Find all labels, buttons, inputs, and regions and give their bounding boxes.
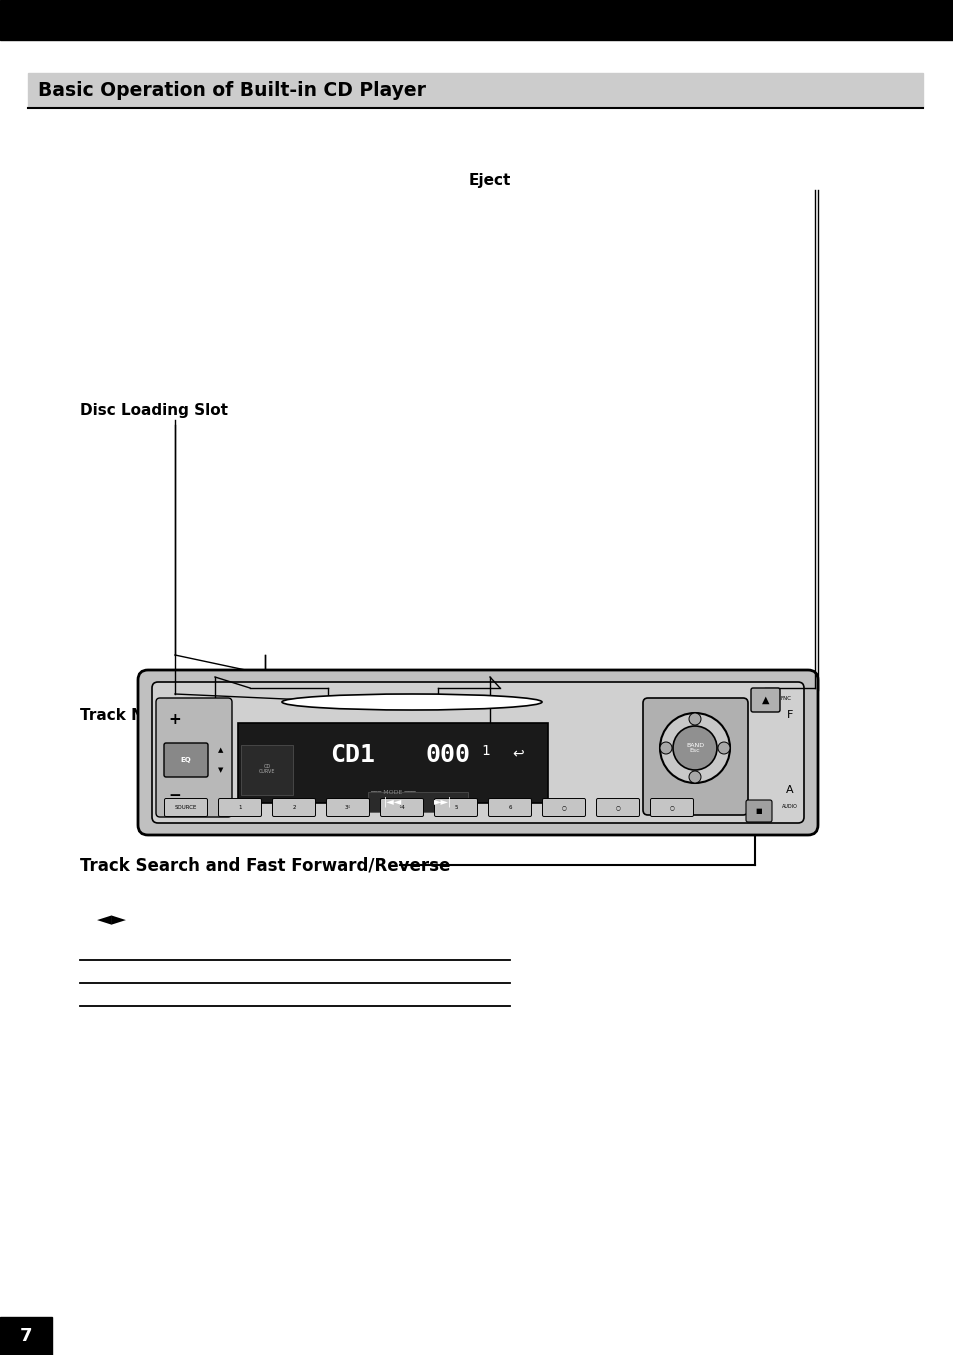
Ellipse shape — [282, 694, 541, 710]
FancyBboxPatch shape — [156, 698, 232, 817]
FancyBboxPatch shape — [596, 798, 639, 817]
Text: ▲: ▲ — [218, 747, 223, 753]
Text: Track Number Indicator: Track Number Indicator — [80, 707, 281, 722]
Text: AUDIO: AUDIO — [781, 805, 797, 809]
FancyBboxPatch shape — [152, 682, 803, 822]
Bar — [0, 1317, 52, 1355]
FancyBboxPatch shape — [380, 798, 423, 817]
Text: CD1: CD1 — [330, 743, 375, 767]
Text: ►►|: ►►| — [434, 797, 452, 808]
Circle shape — [688, 771, 700, 783]
Text: CD
CURVE: CD CURVE — [258, 764, 275, 775]
Bar — [28, 73, 923, 107]
Text: ○: ○ — [561, 805, 566, 810]
Text: BAND
Esc: BAND Esc — [685, 743, 703, 753]
Bar — [368, 793, 468, 812]
Circle shape — [659, 743, 671, 753]
Text: Track Search and Fast Forward/Reverse: Track Search and Fast Forward/Reverse — [80, 856, 450, 874]
Text: ◦4: ◦4 — [398, 805, 405, 810]
FancyBboxPatch shape — [138, 669, 817, 835]
FancyBboxPatch shape — [488, 798, 531, 817]
Text: ■: ■ — [755, 808, 761, 814]
Bar — [241, 745, 293, 795]
FancyBboxPatch shape — [326, 798, 369, 817]
Bar — [0, 0, 953, 41]
Circle shape — [688, 713, 700, 725]
Text: |◄◄: |◄◄ — [383, 797, 402, 808]
Text: 2: 2 — [292, 805, 295, 810]
Text: ◄►: ◄► — [97, 911, 127, 930]
Text: ○: ○ — [615, 805, 619, 810]
Text: 1: 1 — [238, 805, 241, 810]
Text: A: A — [785, 785, 793, 795]
Text: 7: 7 — [20, 1327, 32, 1346]
Text: 3◦: 3◦ — [344, 805, 351, 810]
FancyBboxPatch shape — [542, 798, 585, 817]
Text: Play Time Indicator: Play Time Indicator — [385, 707, 550, 722]
Circle shape — [672, 726, 717, 770]
FancyBboxPatch shape — [642, 698, 747, 814]
Text: ▼: ▼ — [218, 767, 223, 772]
Text: EQ: EQ — [180, 757, 192, 763]
Text: 6: 6 — [508, 805, 511, 810]
Text: 5: 5 — [454, 805, 457, 810]
Text: Eject: Eject — [468, 172, 511, 187]
Circle shape — [659, 713, 729, 783]
Text: ○: ○ — [669, 805, 674, 810]
FancyBboxPatch shape — [434, 798, 477, 817]
Text: +: + — [168, 713, 180, 728]
Text: Disc Loading Slot: Disc Loading Slot — [80, 402, 228, 417]
FancyBboxPatch shape — [750, 688, 780, 711]
Text: 1: 1 — [481, 744, 490, 757]
Text: F: F — [786, 710, 792, 720]
Text: −: − — [168, 787, 180, 802]
Text: ▲: ▲ — [760, 695, 768, 705]
Text: 000: 000 — [425, 743, 470, 767]
FancyBboxPatch shape — [650, 798, 693, 817]
FancyBboxPatch shape — [164, 798, 208, 817]
FancyBboxPatch shape — [218, 798, 261, 817]
FancyBboxPatch shape — [273, 798, 315, 817]
Text: Basic Operation of Built-in CD Player: Basic Operation of Built-in CD Player — [38, 80, 426, 99]
Text: ↩: ↩ — [512, 747, 523, 760]
Bar — [237, 724, 547, 804]
FancyBboxPatch shape — [164, 743, 208, 776]
Text: ─── MODE ───: ─── MODE ─── — [370, 790, 416, 795]
FancyBboxPatch shape — [745, 799, 771, 822]
Text: SOURCE: SOURCE — [174, 805, 197, 810]
Text: FNC: FNC — [780, 695, 791, 701]
Circle shape — [718, 743, 729, 753]
